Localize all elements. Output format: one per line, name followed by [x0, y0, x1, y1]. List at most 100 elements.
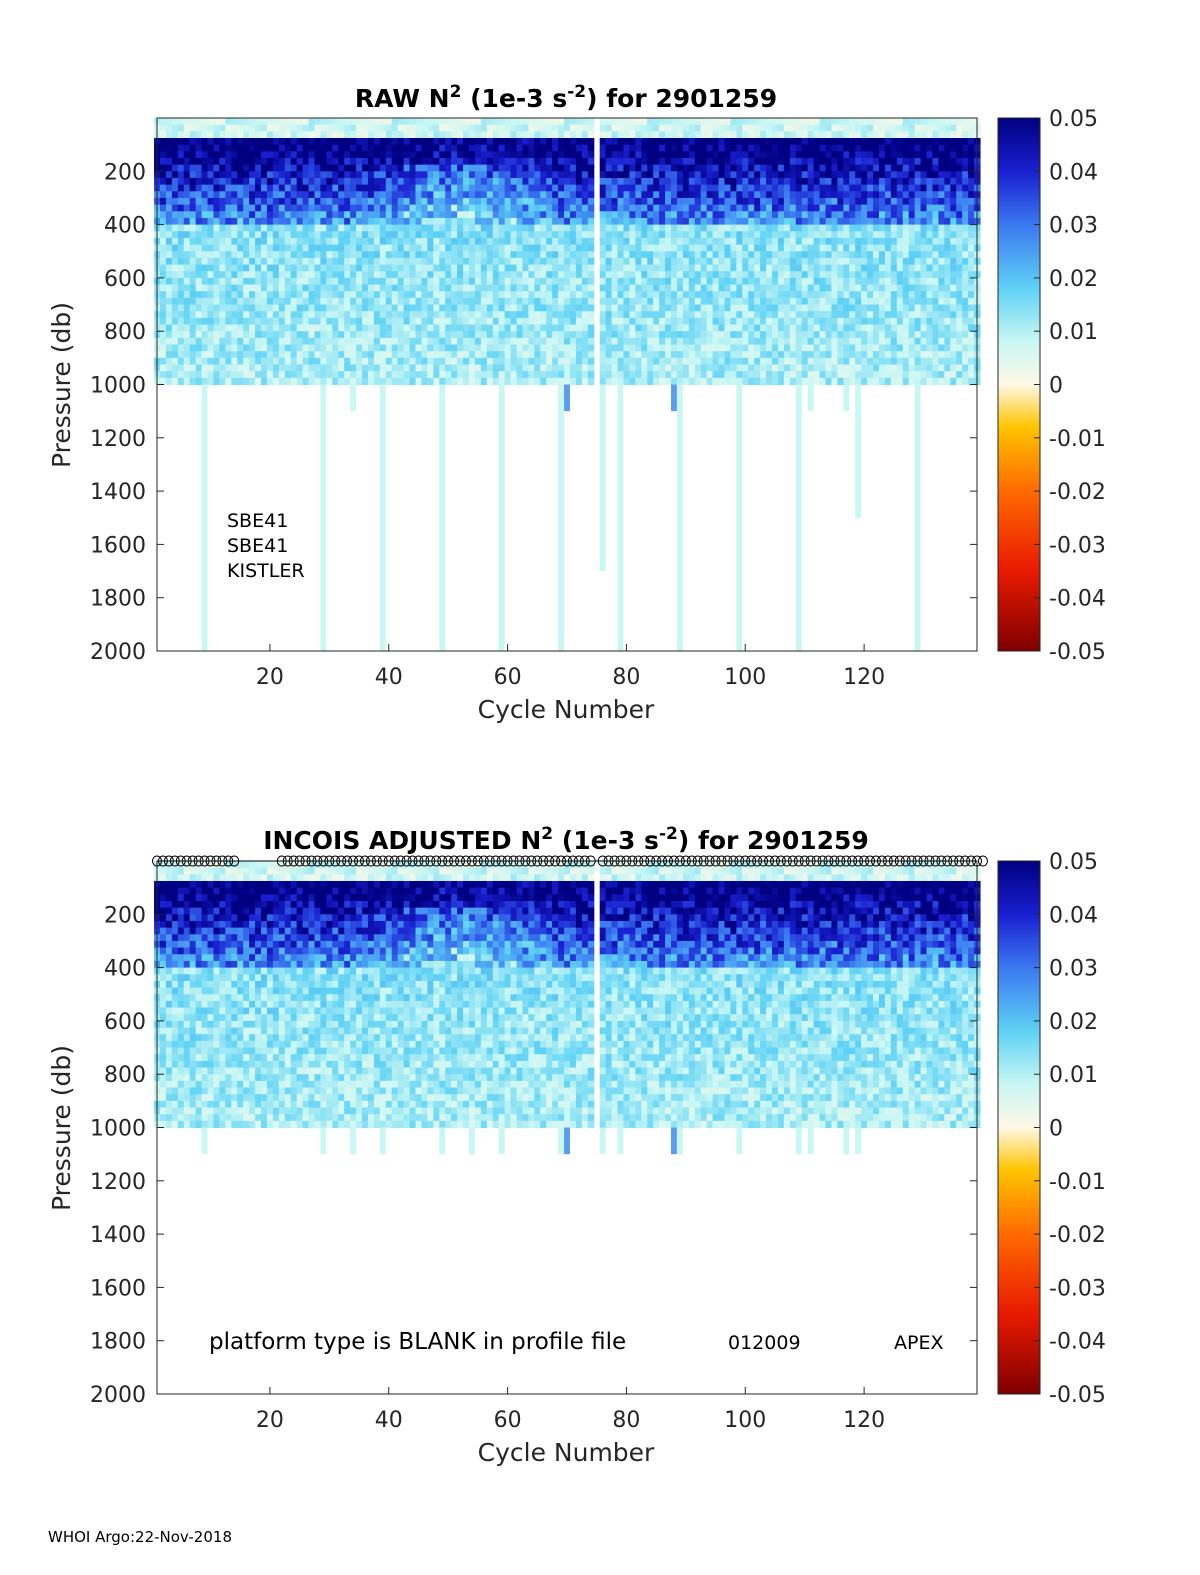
heat-cell — [814, 151, 821, 158]
heat-cell — [653, 151, 660, 158]
heat-cell — [582, 365, 589, 372]
heat-cell — [653, 185, 660, 192]
heat-cell — [582, 158, 589, 165]
heat-cell — [332, 158, 339, 165]
heat-cell — [570, 305, 577, 312]
heat-cell — [362, 218, 369, 225]
heat-cell — [635, 251, 642, 258]
heat-cell — [285, 131, 292, 138]
heat-cell — [190, 178, 197, 185]
heat-cell — [231, 338, 238, 345]
heat-cell — [487, 191, 494, 198]
heat-cell — [570, 378, 577, 385]
heat-cell — [742, 238, 749, 245]
heat-cell — [784, 185, 791, 192]
heat-cell — [196, 338, 203, 345]
heat-cell — [291, 258, 298, 265]
heat-cell — [493, 245, 500, 252]
heat-cell — [190, 118, 197, 125]
heat-cell — [736, 138, 743, 145]
heat-cell — [719, 251, 726, 258]
heat-cell — [635, 238, 642, 245]
heat-cell — [499, 231, 506, 238]
heat-cell — [713, 325, 720, 332]
heat-cell — [641, 298, 648, 305]
heat-cell — [208, 225, 215, 232]
heat-cell — [362, 238, 369, 245]
heat-cell — [350, 378, 357, 385]
heat-cell — [410, 365, 417, 372]
heat-cell — [760, 245, 767, 252]
heat-cell — [612, 131, 619, 138]
heat-cell — [166, 165, 173, 172]
heat-cell — [558, 198, 565, 205]
heat-cell — [374, 151, 381, 158]
heat-cell — [588, 265, 595, 272]
heat-cell — [891, 118, 898, 125]
heat-cell — [231, 331, 238, 338]
heat-cell — [635, 145, 642, 152]
heat-cell — [635, 178, 642, 185]
heat-cell — [368, 251, 375, 258]
heat-cell — [326, 338, 333, 345]
heat-cell — [885, 351, 892, 358]
heat-cell — [463, 245, 470, 252]
heat-cell — [190, 125, 197, 132]
heat-cell — [196, 351, 203, 358]
heat-cell — [653, 165, 660, 172]
heat-cell — [332, 231, 339, 238]
heat-cell — [427, 171, 434, 178]
heat-cell — [641, 291, 648, 298]
heat-cell — [831, 345, 838, 352]
heat-cell — [707, 191, 714, 198]
heat-cell — [249, 358, 256, 365]
heat-cell — [410, 131, 417, 138]
heat-cell — [754, 131, 761, 138]
heat-cell — [505, 118, 512, 125]
heat-cell — [457, 205, 464, 212]
heat-cell — [766, 285, 773, 292]
heat-cell — [671, 305, 678, 312]
heat-cell — [772, 258, 779, 265]
heat-cell — [208, 311, 215, 318]
heat-cell — [368, 171, 375, 178]
heat-cell — [344, 245, 351, 252]
heat-cell — [511, 218, 518, 225]
heat-cell — [671, 331, 678, 338]
heat-cell — [653, 251, 660, 258]
heat-cell — [332, 151, 339, 158]
heat-cell — [166, 125, 173, 132]
heat-cell — [683, 131, 690, 138]
heat-cell — [802, 345, 809, 352]
heat-cell — [202, 205, 209, 212]
heat-cell — [588, 158, 595, 165]
heat-cell — [588, 251, 595, 258]
heat-cell — [552, 171, 559, 178]
heat-cell — [766, 378, 773, 385]
heat-cell — [612, 158, 619, 165]
heat-cell — [451, 305, 458, 312]
heat-cell — [641, 311, 648, 318]
heat-cell — [772, 271, 779, 278]
heat-cell — [612, 151, 619, 158]
heat-cell — [416, 365, 423, 372]
heat-cell — [558, 325, 565, 332]
heat-cell — [588, 371, 595, 378]
heat-cell — [808, 278, 815, 285]
heat-cell — [808, 265, 815, 272]
heat-cell — [612, 145, 619, 152]
heat-cell — [493, 171, 500, 178]
heat-cell — [487, 171, 494, 178]
heat-cell — [374, 178, 381, 185]
heat-cell — [255, 125, 262, 132]
heat-cell — [671, 231, 678, 238]
heat-cell — [356, 125, 363, 132]
heat-cell — [606, 338, 613, 345]
heat-cell — [344, 318, 351, 325]
heat-cell — [243, 325, 250, 332]
heat-cell — [213, 225, 220, 232]
heat-cell — [754, 298, 761, 305]
heat-cell — [689, 371, 696, 378]
heat-cell — [588, 365, 595, 372]
heat-cell — [891, 371, 898, 378]
